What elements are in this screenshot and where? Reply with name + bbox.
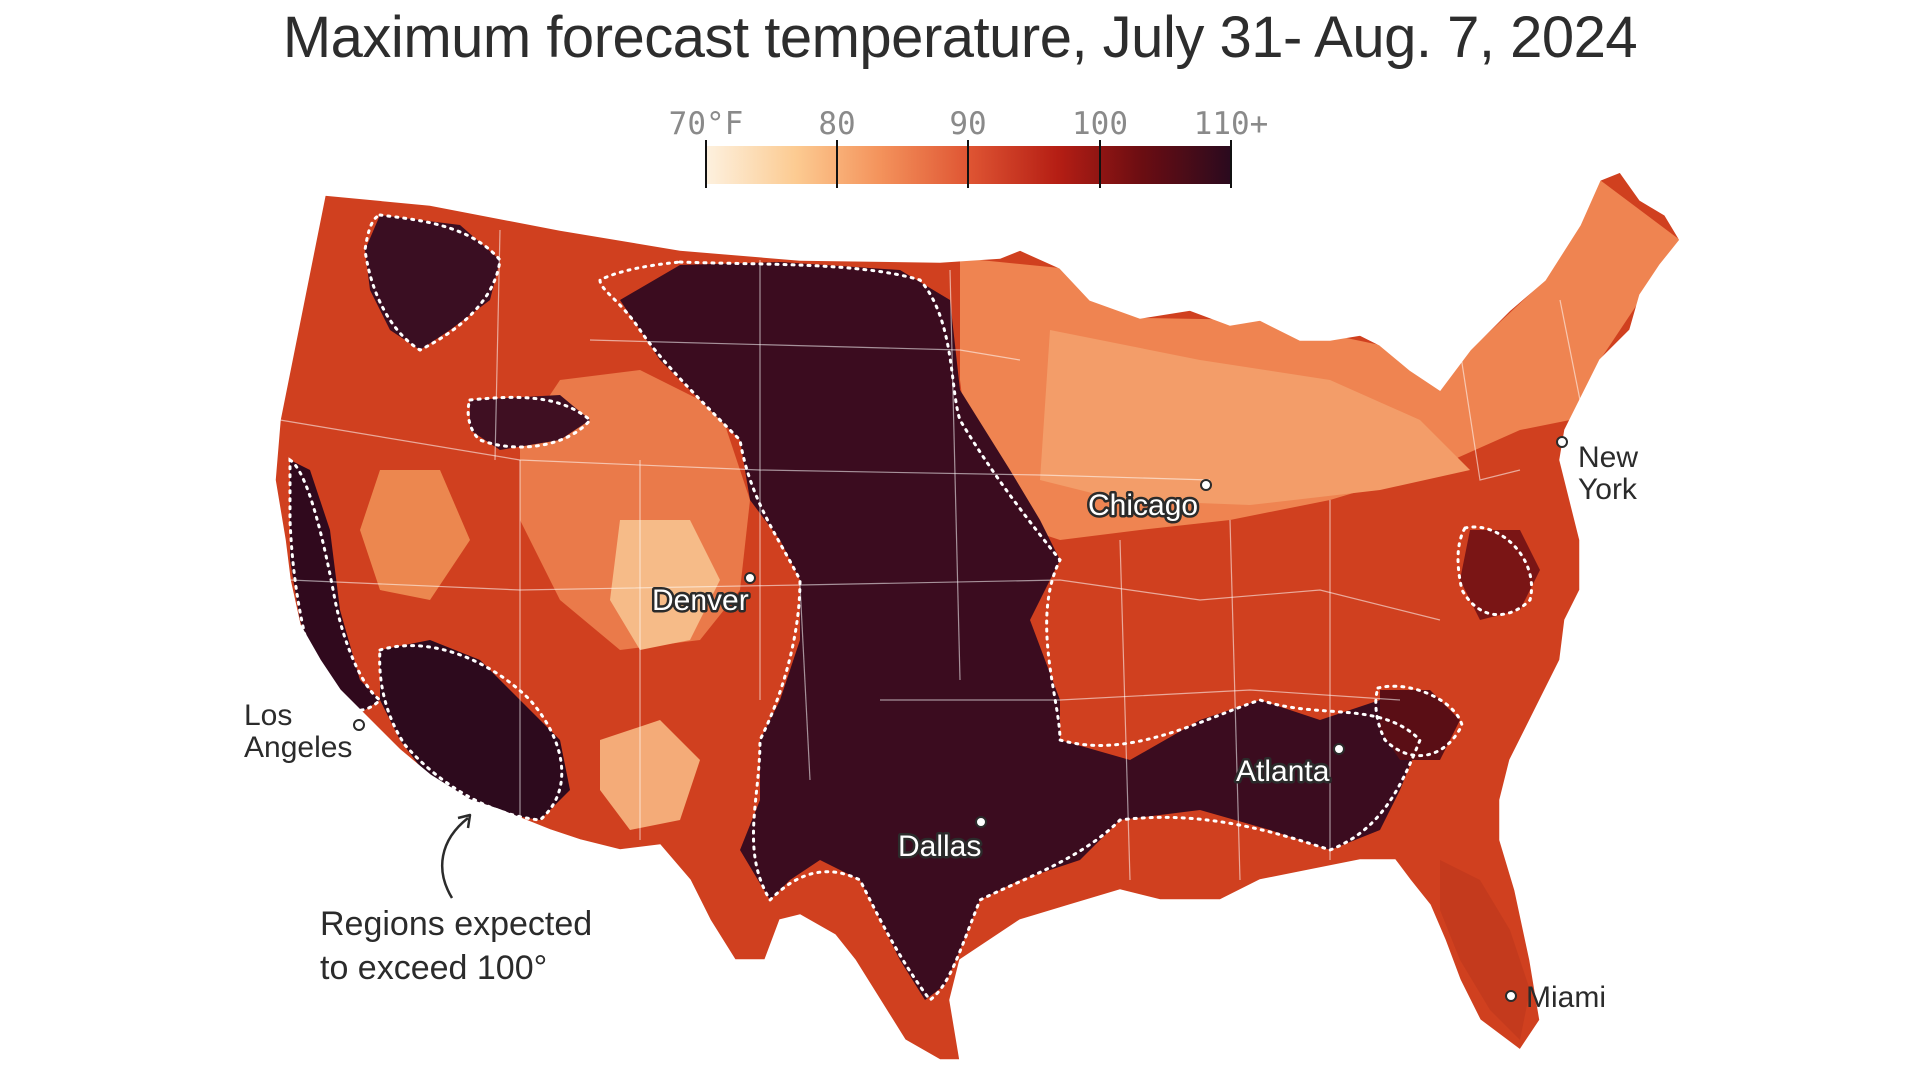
city-label-new-york: New York bbox=[1578, 442, 1638, 506]
city-label-new-york-line1: New bbox=[1578, 441, 1639, 474]
city-dot-atlanta bbox=[1333, 743, 1345, 755]
city-dot-dallas bbox=[975, 816, 987, 828]
annotation-arrow bbox=[440, 817, 469, 899]
exceed-100-contours bbox=[288, 213, 1533, 1003]
city-label-denver: Denver bbox=[652, 584, 749, 617]
legend-tick-label-110: 110+ bbox=[1193, 106, 1269, 142]
annotation-line1: Regions expected bbox=[320, 905, 593, 943]
city-label-los-angeles-line2: Angeles bbox=[244, 731, 353, 764]
hot-region-annotation: Regions expected to exceed 100° bbox=[320, 902, 592, 990]
city-label-new-york-line2: York bbox=[1578, 473, 1637, 506]
mild-patch-nevada bbox=[360, 470, 470, 600]
city-label-atlanta: Atlanta bbox=[1236, 755, 1330, 788]
legend-tick-label-90: 90 bbox=[949, 106, 987, 142]
city-label-los-angeles: Los Angeles bbox=[244, 700, 352, 764]
city-dot-chicago bbox=[1200, 479, 1212, 491]
legend-tick-110 bbox=[1230, 140, 1232, 188]
city-label-chicago: Chicago bbox=[1088, 489, 1198, 522]
city-label-miami: Miami bbox=[1526, 981, 1606, 1014]
legend-tick-label-80: 80 bbox=[818, 106, 856, 142]
city-label-los-angeles-line1: Los bbox=[244, 699, 293, 732]
city-dot-los-angeles bbox=[353, 719, 365, 731]
mild-region-great-lakes bbox=[1040, 330, 1470, 505]
cool-patch-new-mexico bbox=[600, 720, 700, 830]
hot-region-plains bbox=[620, 262, 1420, 1000]
legend-tick-80 bbox=[836, 140, 838, 188]
city-dot-new-york bbox=[1556, 436, 1568, 448]
legend-tick-label-100: 100 bbox=[1072, 106, 1128, 142]
legend-tick-label-70: 70°F bbox=[668, 106, 744, 142]
city-markers bbox=[353, 436, 1568, 1002]
state-boundaries bbox=[279, 229, 1581, 881]
city-dot-miami bbox=[1505, 990, 1517, 1002]
legend-tick-70 bbox=[705, 140, 707, 188]
legend-tick-100 bbox=[1099, 140, 1101, 188]
hot-region-pacific-northwest bbox=[365, 215, 500, 350]
legend-tick-90 bbox=[967, 140, 969, 188]
color-legend: 70°F 80 90 100 110+ bbox=[669, 100, 1268, 200]
annotation-line2: to exceed 100° bbox=[320, 949, 548, 987]
hot-region-snake-river bbox=[470, 395, 590, 450]
map-title: Maximum forecast temperature, July 31- A… bbox=[282, 5, 1638, 70]
cool-patch-colorado bbox=[610, 520, 720, 650]
annotation-arrowhead bbox=[457, 813, 472, 829]
hot-patch-carolinas bbox=[1380, 690, 1460, 760]
city-dot-denver bbox=[744, 572, 756, 584]
city-label-dallas: Dallas bbox=[898, 830, 981, 863]
